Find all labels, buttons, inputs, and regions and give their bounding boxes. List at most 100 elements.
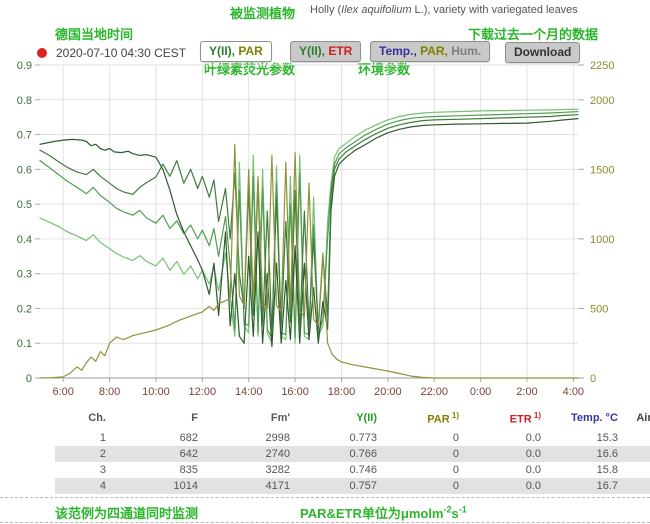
table-cell: 4	[99, 479, 106, 492]
table-cell: 682	[179, 431, 198, 444]
download-data-label: 下载过去一个月的数据	[468, 27, 599, 42]
button-label: PAR	[235, 44, 263, 58]
separator-bottom	[0, 522, 650, 523]
table-cell: 1	[99, 431, 106, 444]
table-cell: 90.7	[624, 478, 650, 494]
plant-name: Holly (Ilex aquifolium L.), variety with…	[310, 4, 578, 16]
separator-top	[0, 497, 650, 498]
svg-text:2000: 2000	[590, 95, 614, 107]
table-row: 1 682 2998 0.773 0 0.0 15.3 90.2	[55, 430, 650, 446]
table-cell: 0.0	[525, 479, 541, 492]
table-cell: 1014	[173, 479, 198, 492]
svg-text:0.1: 0.1	[17, 338, 32, 350]
status-dot-icon	[37, 48, 47, 58]
table-cell: 0	[452, 431, 459, 444]
table-cell: 0	[452, 463, 459, 476]
table-cell: 4171	[265, 479, 290, 492]
svg-text:0.6: 0.6	[17, 164, 32, 176]
table-cell: 835	[179, 463, 198, 476]
table-body: 1 682 2998 0.773 0 0.0 15.3 90.2 2 642 2740 0.766 0 0…	[55, 430, 650, 494]
table-cell: 15.3	[596, 431, 618, 444]
table-cell: 642	[179, 447, 198, 460]
svg-text:0.8: 0.8	[17, 95, 32, 107]
svg-text:0:00: 0:00	[470, 386, 491, 398]
env-button[interactable]: Temp., PAR, Hum.	[370, 41, 491, 62]
button-label: Download	[514, 45, 572, 59]
column-header: Air Hum. %	[636, 412, 650, 425]
column-header: Y(II)	[356, 412, 377, 425]
svg-text:6:00: 6:00	[52, 386, 73, 398]
table-header: Ch. F Fm' Y(II) PAR 1) ETR 1) Temp. °C Air Hum.…	[55, 408, 650, 430]
table-cell: 2	[99, 447, 106, 460]
series-y-ii-ch-1	[39, 108, 579, 344]
svg-text:0.3: 0.3	[17, 269, 32, 281]
table-cell: 0.0	[525, 463, 541, 476]
svg-text:0: 0	[26, 373, 32, 385]
table-cell: 0.0	[525, 447, 541, 460]
svg-text:0.4: 0.4	[17, 234, 32, 246]
series-par	[39, 143, 579, 379]
download-button[interactable]: Download	[505, 42, 581, 63]
ypar-button[interactable]: Y(II), PAR	[200, 41, 272, 62]
unit-note-part: -1	[458, 504, 467, 515]
fluo-params-label: 叶绿素荧光参数	[204, 62, 296, 77]
svg-text:0.2: 0.2	[17, 303, 32, 315]
svg-text:10:00: 10:00	[142, 386, 170, 398]
table-cell: 3282	[265, 463, 290, 476]
table-cell: 2740	[265, 447, 290, 460]
button-label: Y(II),	[299, 44, 325, 58]
svg-text:22:00: 22:00	[420, 386, 448, 398]
svg-text:14:00: 14:00	[235, 386, 263, 398]
table-cell: 0	[452, 479, 459, 492]
table-row: 3 835 3282 0.746 0 0.0 15.8 84.9	[55, 462, 650, 478]
yetr-button[interactable]: Y(II), ETR	[290, 41, 362, 62]
table-cell: 0.757	[349, 479, 377, 492]
table-cell: 15.8	[596, 463, 618, 476]
svg-text:4:00: 4:00	[563, 386, 584, 398]
svg-text:2250: 2250	[590, 60, 614, 72]
table-cell: 16.7	[596, 479, 618, 492]
column-header: Temp. °C	[571, 412, 618, 425]
svg-text:0.5: 0.5	[17, 199, 32, 211]
column-header: ETR 1)	[509, 411, 541, 426]
table-cell: 84.9	[624, 462, 650, 478]
unit-note-part: -2	[443, 504, 452, 515]
svg-text:20:00: 20:00	[374, 386, 402, 398]
column-header: F	[191, 412, 198, 425]
data-table: Ch. F Fm' Y(II) PAR 1) ETR 1) Temp. °C Air Hum.…	[55, 408, 650, 494]
four-channel-note: 该范例为四通道同时监测	[55, 506, 199, 521]
button-label: Temp.,	[379, 44, 417, 58]
env-params-label: 环境参数	[358, 62, 411, 77]
svg-text:0.7: 0.7	[17, 130, 32, 142]
table-row: 4 1014 4171 0.757 0 0.0 16.7 90.7	[55, 477, 650, 494]
series-y-ii-ch-2	[39, 110, 579, 339]
table-cell: 90.2	[624, 430, 650, 446]
unit-note: PAR&ETR单位为μmolm-2s-1	[300, 503, 467, 522]
unit-note-part: s	[451, 506, 459, 521]
svg-text:8:00: 8:00	[99, 386, 120, 398]
local-time-label: 德国当地时间	[55, 27, 134, 42]
svg-text:0.9: 0.9	[17, 60, 32, 72]
svg-text:0: 0	[590, 373, 596, 385]
table-row: 2 642 2740 0.766 0 0.0 16.6 87.6	[55, 445, 650, 462]
series-y-ii-ch-3	[39, 117, 579, 348]
table-cell: 3	[99, 463, 106, 476]
timeseries-chart: 0.9 0.8 0.7 0.6 0.5 0.4 0.3 0.2 0.1 0 6:00 8:00 10:0…	[17, 60, 615, 398]
table-cell: 0.0	[525, 431, 541, 444]
column-header: Fm'	[270, 412, 290, 425]
svg-text:16:00: 16:00	[281, 386, 309, 398]
table-cell: 2998	[265, 431, 290, 444]
button-label: Hum.	[447, 44, 482, 58]
series-y-ii-ch-4	[39, 114, 579, 334]
svg-text:12:00: 12:00	[189, 386, 217, 398]
button-label: PAR,	[416, 44, 448, 58]
plant-label: 被监测植物	[230, 6, 296, 21]
column-header: Ch.	[88, 412, 106, 425]
svg-text:2:00: 2:00	[516, 386, 537, 398]
unit-note-part: PAR&ETR单位为μmolm	[300, 506, 444, 521]
svg-text:18:00: 18:00	[328, 386, 356, 398]
table-cell: 16.6	[596, 447, 618, 460]
table-cell: 0.773	[349, 431, 377, 444]
button-label: ETR	[325, 44, 353, 58]
table-cell: 0.746	[349, 463, 377, 476]
